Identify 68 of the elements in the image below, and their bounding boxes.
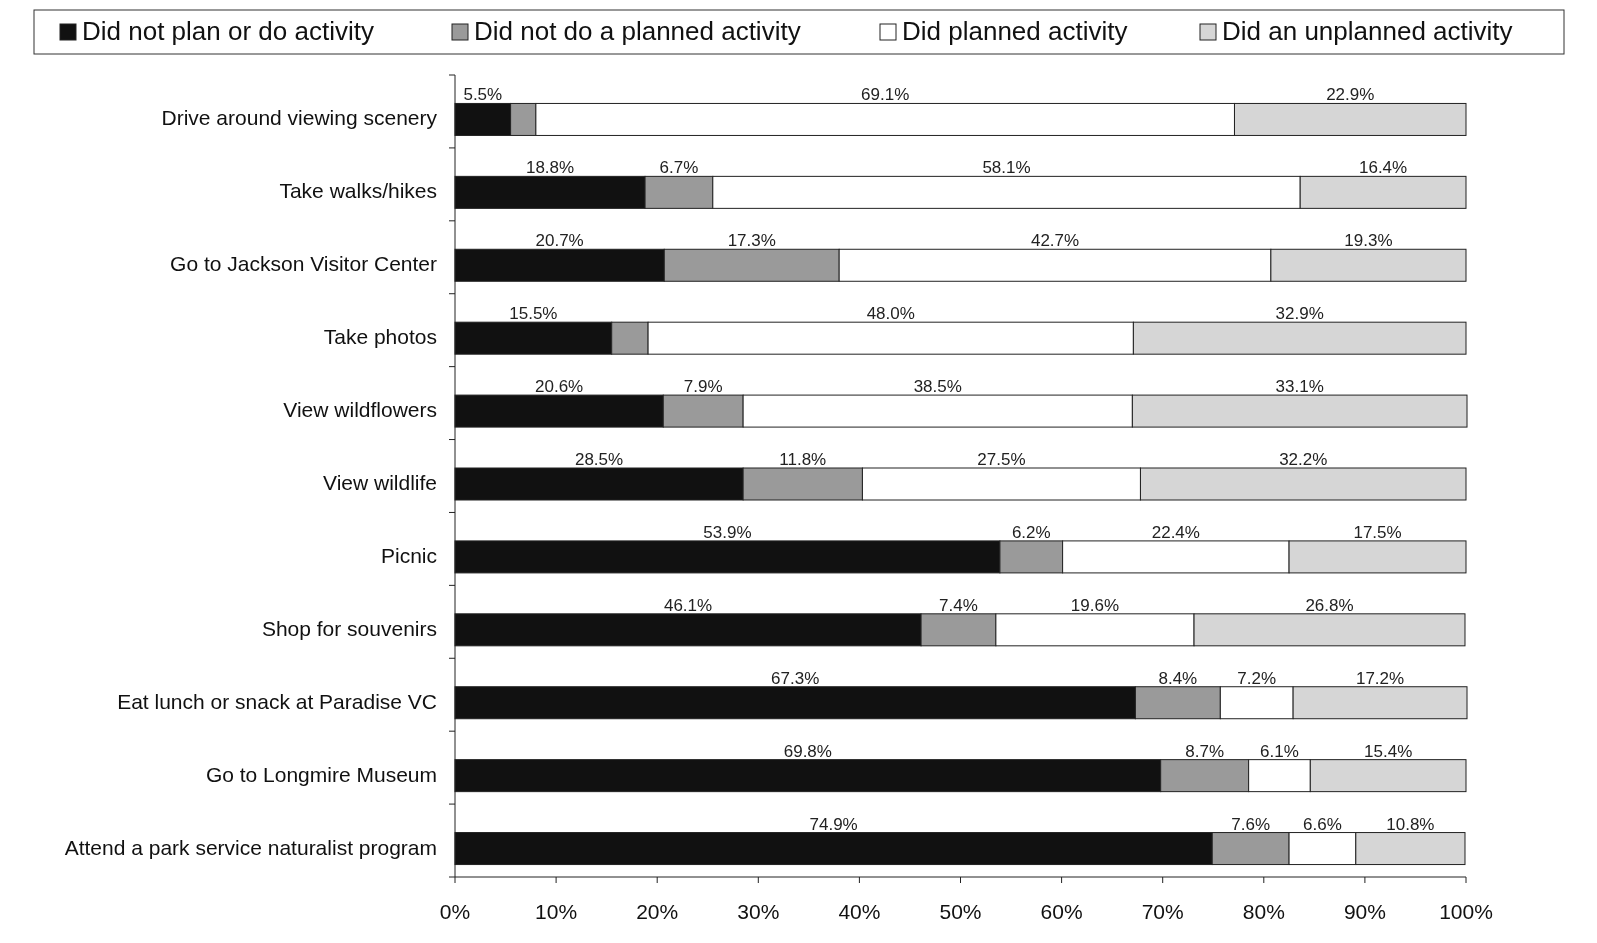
data-label: 20.7% (535, 231, 584, 251)
x-tick-label: 70% (1141, 900, 1184, 923)
legend-label: Did an unplanned activity (1222, 16, 1513, 46)
data-label: 17.2% (1355, 668, 1405, 688)
data-label: 15.5% (509, 304, 558, 324)
y-tick-label: Picnic (380, 543, 437, 567)
data-label: 32.2% (1279, 450, 1328, 469)
x-tick-label: 20% (636, 900, 679, 923)
data-label: 6.1% (1260, 741, 1299, 761)
data-label: 22.4% (1151, 522, 1200, 542)
data-label: 10.8% (1386, 814, 1435, 834)
x-tick-label: 0% (439, 900, 471, 923)
data-label: 6.2% (1011, 522, 1051, 542)
data-label: 11.8% (779, 450, 827, 469)
data-label: 7.4% (939, 595, 978, 615)
legend-label: Did not do a planned activity (474, 16, 801, 46)
y-tick-label: Attend a park service naturalist program (64, 835, 437, 859)
x-tick-label: 30% (737, 900, 780, 923)
y-tick-label: Shop for souvenirs (261, 616, 437, 640)
data-label: 15.4% (1364, 741, 1413, 761)
data-label: 48.0% (866, 304, 915, 324)
data-label: 53.9% (703, 522, 752, 542)
x-tick-label: 40% (838, 900, 881, 923)
data-label: 42.7% (1030, 231, 1080, 251)
data-label: 58.1% (982, 158, 1031, 178)
x-tick-label: 60% (1040, 900, 1083, 923)
y-tick-label: Take photos (323, 325, 437, 349)
x-tick-label: 90% (1343, 900, 1386, 923)
data-label: 46.1% (663, 595, 713, 615)
x-tick-label: 80% (1242, 900, 1285, 923)
data-label: 17.5% (1353, 522, 1402, 542)
data-label: 20.6% (535, 377, 584, 397)
data-label: 19.6% (1070, 595, 1120, 615)
data-label: 69.8% (783, 741, 832, 761)
data-label: 33.1% (1275, 377, 1324, 397)
data-label: 26.8% (1305, 595, 1354, 615)
data-label: 69.1% (861, 85, 910, 105)
y-tick-label: Eat lunch or snack at Paradise VC (117, 689, 437, 713)
data-label: 7.2% (1237, 668, 1277, 688)
data-label: 74.9% (809, 814, 858, 834)
data-label: 8.7% (1185, 741, 1225, 761)
data-label: 6.7% (659, 158, 699, 178)
x-tick-label: 50% (939, 900, 982, 923)
x-tick-label: 100% (1439, 900, 1493, 923)
y-tick-label: Drive around viewing scenery (161, 106, 438, 130)
y-tick-label: View wildlife (323, 471, 437, 494)
data-label: 67.3% (771, 668, 820, 688)
y-tick-label: Take walks/hikes (279, 179, 437, 203)
y-tick-label: Go to Jackson Visitor Center (170, 252, 437, 276)
data-label: 17.3% (727, 231, 776, 251)
data-label: 18.8% (525, 158, 575, 178)
data-label: 32.9% (1275, 304, 1324, 324)
data-label: 22.9% (1326, 85, 1375, 105)
y-tick-label: View wildflowers (283, 398, 437, 422)
data-label: 8.4% (1158, 668, 1198, 688)
data-label: 38.5% (913, 377, 962, 397)
x-tick-label: 10% (535, 900, 578, 923)
data-label: 16.4% (1359, 158, 1408, 178)
legend-label: Did planned activity (902, 16, 1128, 46)
data-label: 5.5% (463, 85, 503, 105)
data-label: 28.5% (574, 450, 624, 469)
data-label: 7.6% (1231, 814, 1271, 834)
data-label: 6.6% (1303, 814, 1342, 834)
data-label: 19.3% (1344, 231, 1393, 251)
data-label: 27.5% (977, 450, 1026, 469)
data-label: 7.9% (683, 377, 723, 397)
legend-label: Did not plan or do activity (82, 16, 374, 46)
y-tick-label: Go to Longmire Museum (205, 762, 437, 786)
